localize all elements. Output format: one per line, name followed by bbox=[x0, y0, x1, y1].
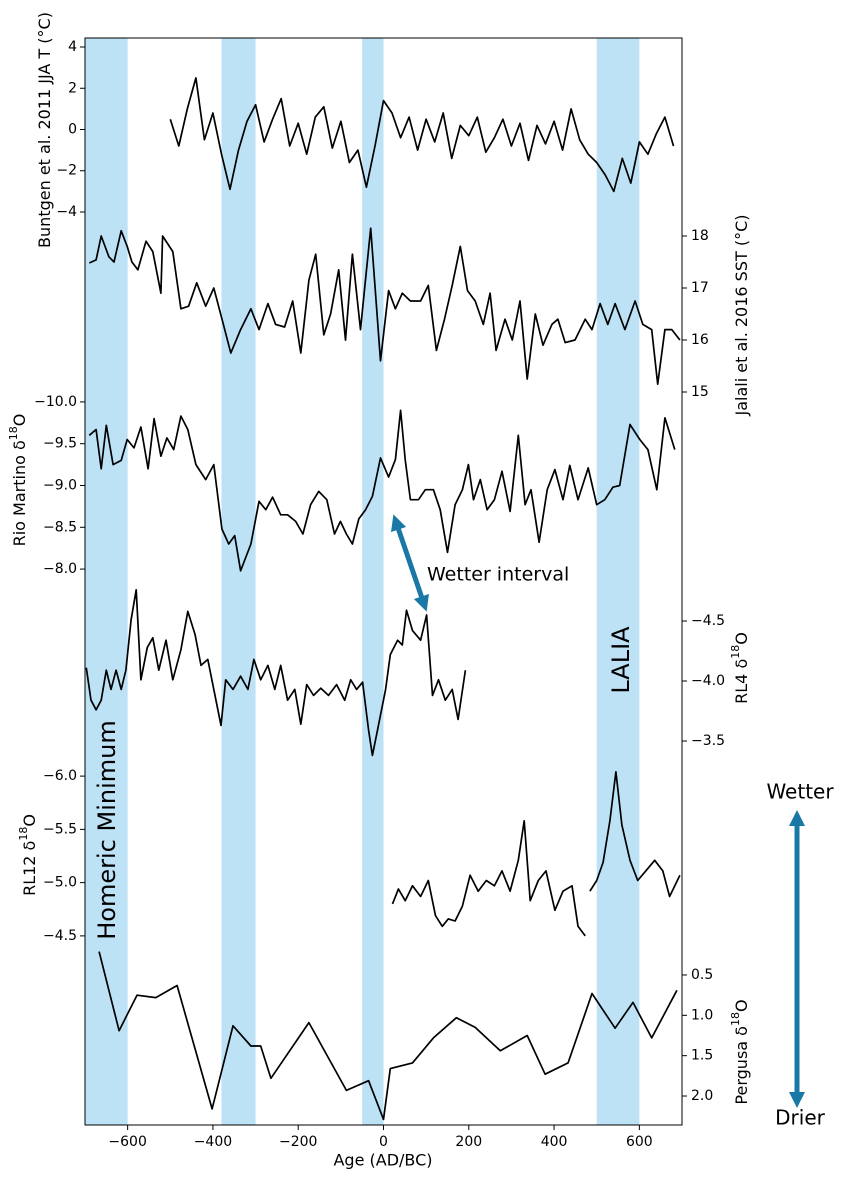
superscript: 18 bbox=[7, 426, 20, 440]
y-tick-label: 18 bbox=[691, 228, 709, 244]
data-line bbox=[88, 409, 676, 572]
y-tick-label: −5.0 bbox=[43, 875, 77, 891]
shaded-interval bbox=[362, 38, 384, 1125]
label-part: RL4 δ bbox=[732, 659, 751, 704]
label-part: Jalali et al. 2016 SST (°C) bbox=[732, 214, 751, 416]
label-part: O bbox=[20, 814, 39, 827]
x-tick-label: 400 bbox=[541, 1134, 568, 1150]
data-line bbox=[169, 77, 675, 193]
y-tick-label: −6.0 bbox=[43, 768, 77, 784]
y-tick-label: −4 bbox=[56, 204, 77, 220]
y-axis-label: RL4 δ18O bbox=[729, 632, 751, 704]
annotation: Wetter interval bbox=[427, 564, 569, 586]
y-axis-label: Pergusa δ18O bbox=[729, 999, 751, 1104]
x-tick-label: −400 bbox=[194, 1134, 232, 1150]
y-tick-label: −4.0 bbox=[691, 673, 725, 689]
y-tick-label: 15 bbox=[691, 384, 709, 400]
y-tick-label: 17 bbox=[691, 280, 709, 296]
y-axis-label: Buntgen et al. 2011 JJA T (°C) bbox=[35, 12, 54, 248]
y-axis-label: Jalali et al. 2016 SST (°C) bbox=[732, 214, 751, 416]
shaded-interval bbox=[596, 38, 640, 1125]
x-tick-label: −200 bbox=[279, 1134, 317, 1150]
data-line bbox=[98, 951, 678, 1121]
y-tick-label: −8.5 bbox=[43, 519, 77, 535]
y-tick-label: 4 bbox=[68, 39, 77, 55]
y-tick-label: −4.5 bbox=[43, 928, 77, 944]
arrow bbox=[391, 514, 429, 612]
label-part: O bbox=[10, 414, 29, 427]
y-tick-label: −2 bbox=[56, 163, 77, 179]
label-part: O bbox=[732, 632, 751, 645]
y-tick-label: −4.5 bbox=[691, 613, 725, 629]
y-tick-label: 16 bbox=[691, 332, 709, 348]
y-tick-label: 2 bbox=[68, 80, 77, 96]
annotation: Homeric Minimum bbox=[93, 720, 121, 939]
y-tick-label: 1.5 bbox=[691, 1048, 713, 1064]
label-part: RL12 δ bbox=[20, 841, 39, 896]
label-part: O bbox=[732, 999, 751, 1012]
superscript: 18 bbox=[729, 645, 742, 659]
x-tick-label: 200 bbox=[455, 1134, 482, 1150]
data-line bbox=[391, 770, 681, 937]
y-tick-label: 2.0 bbox=[691, 1088, 713, 1104]
y-axis-label: RL12 δ18O bbox=[17, 814, 39, 896]
data-line bbox=[88, 227, 681, 386]
y-tick-label: −10.0 bbox=[34, 394, 77, 410]
x-tick-label: −600 bbox=[108, 1134, 146, 1150]
annotation: Wetter bbox=[766, 780, 834, 804]
y-tick-label: 0.5 bbox=[691, 967, 713, 983]
y-tick-label: −3.5 bbox=[691, 733, 725, 749]
y-tick-label: 1.0 bbox=[691, 1007, 713, 1023]
annotation: Drier bbox=[775, 1106, 825, 1130]
label-part: Rio Martino δ bbox=[10, 440, 29, 546]
y-tick-label: 0 bbox=[68, 122, 77, 138]
y-tick-label: −8.0 bbox=[43, 561, 77, 577]
shaded-interval bbox=[85, 38, 128, 1125]
x-axis-label: Age (AD/BC) bbox=[333, 1151, 432, 1170]
data-line bbox=[85, 588, 467, 757]
superscript: 18 bbox=[729, 1012, 742, 1026]
x-tick-label: 0 bbox=[379, 1134, 388, 1150]
y-tick-label: −5.5 bbox=[43, 821, 77, 837]
x-tick-label: 600 bbox=[626, 1134, 653, 1150]
y-axis-label: Rio Martino δ18O bbox=[7, 414, 29, 547]
shaded-interval bbox=[221, 38, 256, 1125]
label-part: Pergusa δ bbox=[732, 1026, 751, 1105]
label-part: Buntgen et al. 2011 JJA T (°C) bbox=[35, 12, 54, 248]
annotation: LALIA bbox=[607, 626, 635, 694]
superscript: 18 bbox=[17, 827, 30, 841]
y-tick-label: −9.5 bbox=[43, 436, 77, 452]
y-tick-label: −9.0 bbox=[43, 478, 77, 494]
